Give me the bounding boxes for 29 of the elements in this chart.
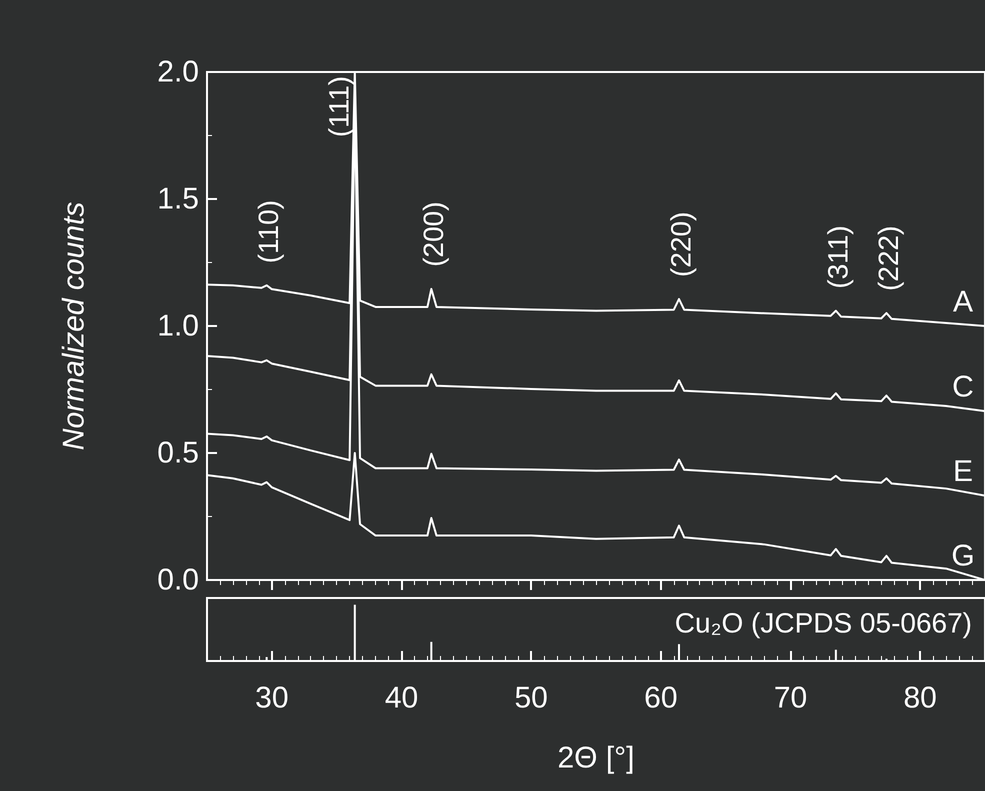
- annotation: (220): [665, 212, 696, 278]
- bar: [678, 644, 680, 661]
- y-tick-label: 1.5: [157, 182, 199, 216]
- chart-title: Cu₂O (JCPDS 05-0667): [674, 608, 972, 638]
- y-tick-label: 0.0: [157, 564, 199, 596]
- x-axis-title: 2Θ [°]: [557, 742, 635, 774]
- annotation: (200): [418, 202, 449, 267]
- x-tick-label: 50: [514, 682, 548, 714]
- series-label: A: [952, 286, 974, 318]
- x-tick-label: 70: [774, 682, 808, 714]
- annotation: (222): [872, 226, 904, 292]
- bar: [430, 642, 432, 661]
- y-axis-title: Normalized counts: [58, 202, 90, 450]
- y-tick-label: 1.0: [157, 310, 199, 342]
- bar: [834, 650, 837, 661]
- series-label: G: [951, 540, 975, 572]
- annotation: (110): [253, 200, 284, 264]
- series-label: E: [952, 455, 974, 488]
- bar: [266, 657, 268, 661]
- series-label: C: [952, 370, 974, 404]
- y-tick-label: 0.5: [157, 436, 199, 470]
- annotation: (311): [822, 225, 854, 289]
- bar: [354, 604, 356, 661]
- annotation: (111): [323, 76, 354, 138]
- x-tick-label: 80: [903, 682, 937, 714]
- y-tick-label: 2.0: [157, 56, 199, 88]
- x-tick-label: 40: [384, 682, 418, 714]
- x-tick-label: 60: [644, 682, 678, 714]
- x-tick-label: 30: [255, 682, 289, 714]
